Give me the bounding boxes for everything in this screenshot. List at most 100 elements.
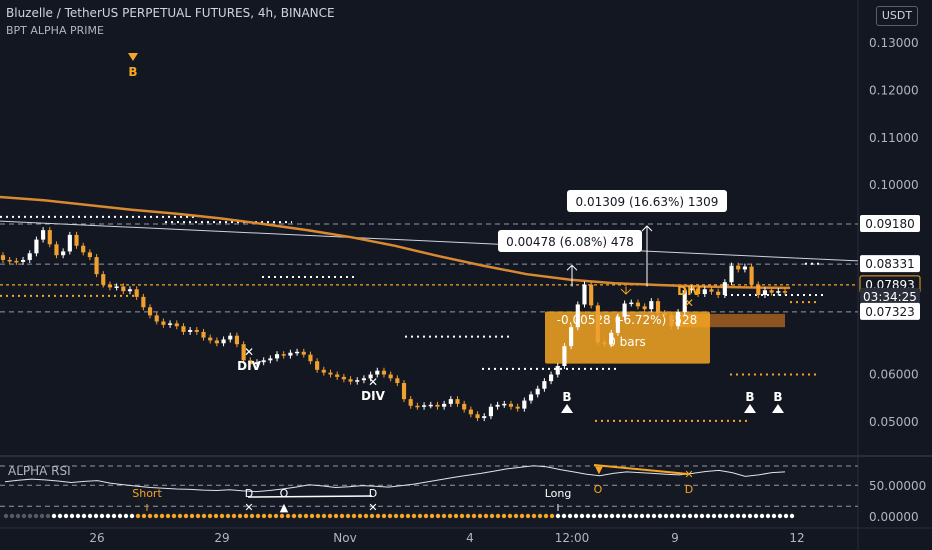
candle-body: [147, 307, 153, 316]
candle: [515, 403, 520, 412]
div-x-icon: ✕: [684, 296, 694, 310]
candle: [301, 348, 306, 358]
rsi-dot: [741, 513, 747, 519]
rsi-dot: [105, 513, 111, 519]
rsi-dot: [147, 513, 153, 519]
rsi-dot: [165, 513, 171, 519]
candle-body: [301, 351, 306, 355]
rsi-dot: [591, 513, 597, 519]
candle: [381, 367, 387, 378]
rsi-dot: [219, 513, 225, 519]
candle-body: [281, 354, 286, 356]
candle: [528, 391, 534, 404]
rsi-marker-icon: ✕: [684, 468, 693, 481]
rsi-dot: [351, 513, 357, 519]
rsi-dot: [141, 513, 147, 519]
candle-body: [54, 244, 59, 256]
candle: [508, 400, 514, 410]
rsi-dot: [705, 513, 711, 519]
candle-body: [468, 409, 473, 415]
rsi-dot: [753, 513, 759, 519]
candle-body: [348, 379, 353, 382]
candle-body: [508, 403, 514, 407]
indicator-name: BPT ALPHA PRIME: [6, 24, 104, 37]
candle-body: [655, 301, 661, 313]
candle-body: [702, 289, 707, 295]
candle-body: [609, 332, 614, 345]
rsi-dot: [225, 513, 231, 519]
rsi-dot: [501, 513, 507, 519]
candle: [27, 250, 32, 263]
candle: [448, 396, 453, 407]
rsi-dot: [135, 513, 141, 519]
candle-body: [649, 301, 654, 310]
rsi-dot: [39, 513, 45, 519]
measure-up-arrowhead: [641, 225, 653, 232]
candle-body: [562, 346, 567, 366]
candle-body: [528, 394, 534, 401]
candle-body: [328, 372, 333, 375]
candle-body: [462, 403, 467, 410]
candle-body: [61, 251, 66, 256]
currency-button[interactable]: USDT: [876, 6, 918, 26]
candle-body: [635, 302, 641, 307]
candle-body: [415, 405, 420, 408]
signal-label: DIV: [677, 284, 701, 298]
rsi-dot: [303, 513, 309, 519]
candle: [629, 299, 634, 307]
candle: [221, 336, 226, 347]
candle-body: [642, 306, 647, 310]
candle-body: [756, 284, 761, 295]
rsi-dot: [651, 513, 657, 519]
candle-body: [315, 361, 320, 370]
candle: [642, 303, 647, 313]
signal-label: DIV: [237, 359, 261, 373]
candle: [67, 231, 72, 255]
candle: [455, 396, 460, 407]
time-tick-label: 9: [671, 531, 679, 545]
candle-body: [201, 331, 206, 338]
candle: [635, 299, 641, 310]
candle: [702, 286, 707, 298]
rsi-dot: [231, 513, 237, 519]
rsi-dot: [309, 513, 315, 519]
candle: [408, 396, 413, 409]
candle: [134, 286, 139, 300]
signal-label: B: [128, 65, 137, 79]
candle-body: [515, 406, 520, 409]
candle: [321, 366, 326, 376]
rsi-dot: [411, 513, 417, 519]
candle: [208, 334, 213, 344]
candle: [241, 341, 246, 364]
candle-body: [442, 403, 447, 407]
candle: [228, 332, 233, 343]
rsi-label: Short: [132, 487, 162, 500]
candle: [101, 271, 106, 288]
candle: [548, 371, 554, 385]
candle-body: [341, 376, 346, 380]
rsi-dot: [579, 513, 585, 519]
rsi-marker-icon: ✕: [244, 501, 253, 514]
candle-body: [722, 282, 727, 295]
rsi-dot: [723, 513, 729, 519]
rsi-dot: [75, 513, 81, 519]
candle-body: [749, 266, 754, 285]
candle-body: [569, 327, 574, 347]
rsi-dot: [237, 513, 243, 519]
candle: [61, 248, 66, 259]
rsi-dot: [207, 513, 213, 519]
candle-body: [368, 374, 373, 379]
candle: [395, 375, 400, 387]
candle-body: [194, 330, 199, 332]
rsi-dot: [633, 513, 639, 519]
candle: [214, 337, 219, 347]
price-tick-label: 0.06000: [869, 368, 919, 382]
candle-body: [595, 305, 600, 343]
rsi-dot: [387, 513, 393, 519]
candle: [502, 400, 507, 408]
rsi-dot: [369, 513, 375, 519]
rsi-dot: [159, 513, 165, 519]
rsi-label: O: [280, 487, 289, 500]
measure-down-bars: 0 bars: [608, 335, 646, 349]
